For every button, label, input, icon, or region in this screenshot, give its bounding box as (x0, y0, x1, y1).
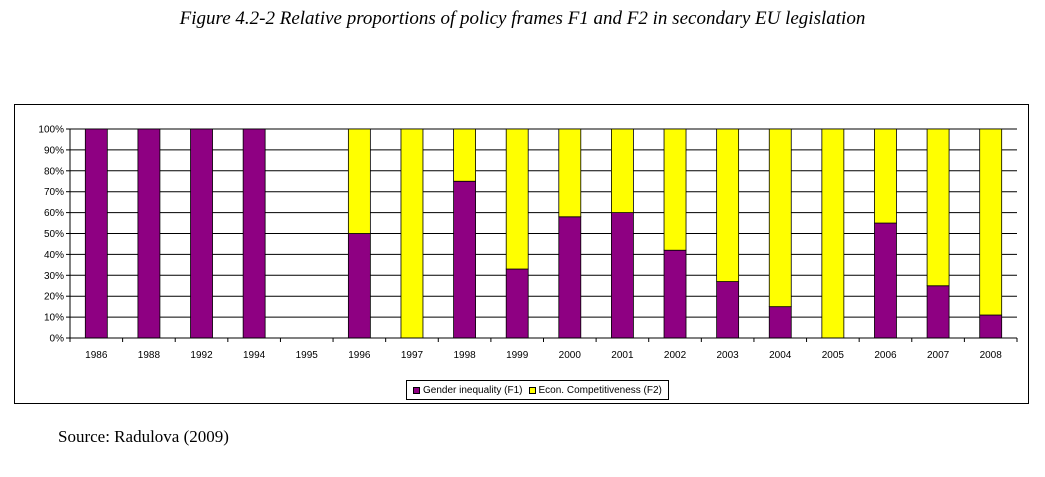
y-tick-label: 60% (44, 208, 64, 219)
bar-f1-1999 (505, 268, 529, 339)
bar-f2-2000 (558, 128, 582, 218)
bar-f1-1988 (137, 128, 161, 339)
bar-f2-2006 (874, 128, 897, 224)
x-tick-label: 2002 (664, 350, 687, 361)
bar-f1-1986 (84, 128, 108, 339)
bar-f2-2004 (768, 128, 792, 308)
bar-f2-2005 (821, 128, 845, 339)
legend-swatch-f1 (413, 386, 420, 394)
legend-item-f2: Econ. Competitiveness (F2) (528, 384, 662, 396)
bar-f1-2000 (558, 216, 582, 339)
y-tick-label: 0% (50, 334, 65, 345)
x-tick-label: 1994 (243, 350, 266, 361)
y-tick-label: 10% (44, 313, 64, 324)
bar-f2-2007 (926, 128, 950, 287)
y-tick-label: 80% (44, 166, 64, 177)
bar-f2-1999 (505, 128, 529, 270)
x-tick-label: 2005 (822, 350, 845, 361)
y-tick-label: 20% (44, 292, 64, 303)
chart-frame: 0% 10% 20% 30% 40% 50% 60% 70% 80% 90% 100% 1986 198… (14, 104, 1029, 404)
bar-f2-1998 (453, 128, 476, 182)
x-tick-label: 2003 (717, 350, 740, 361)
y-tick-label: 70% (44, 187, 64, 198)
y-tick-label: 40% (44, 250, 64, 261)
x-tick-label: 1997 (401, 350, 424, 361)
x-tick-label: 2000 (559, 350, 582, 361)
bar-f1-1992 (190, 128, 213, 339)
bar-f1-2007 (926, 285, 950, 339)
bar-f2-2008 (979, 128, 1003, 316)
bar-f1-1998 (453, 180, 476, 339)
legend-swatch-f2 (528, 386, 536, 394)
source-note: Source: Radulova (2009) (58, 427, 229, 446)
x-tick-label: 1998 (453, 350, 476, 361)
chart-legend: Gender inequality (F1) Econ. Competitive… (406, 380, 669, 400)
bar-f1-2002 (663, 249, 687, 339)
bar-f1-2003 (716, 281, 740, 339)
legend-item-f1: Gender inequality (F1) (413, 385, 523, 396)
x-tick-label: 2007 (927, 350, 950, 361)
figure-title: Figure 4.2-2 Relative proportions of pol… (179, 8, 866, 29)
bar-f1-2008 (979, 314, 1003, 339)
x-tick-label: 1996 (348, 350, 371, 361)
bar-f1-1994 (242, 128, 266, 339)
x-tick-label: 1986 (85, 350, 108, 361)
legend-label-f1: Gender inequality (F1) (423, 384, 523, 396)
x-tick-label: 1999 (506, 350, 529, 361)
y-tick-label: 30% (44, 271, 64, 282)
x-tick-label: 1992 (190, 350, 213, 361)
x-tick-label: 1988 (138, 350, 161, 361)
bar-f1-2004 (768, 306, 792, 339)
legend-label-f2: Econ. Competitiveness (F2) (538, 384, 662, 396)
bar-f1-2001 (611, 212, 634, 339)
bar-f1-2006 (874, 222, 897, 339)
x-tick-label: 2004 (769, 350, 792, 361)
bar-f1-1996 (347, 233, 371, 339)
bar-f2-1996 (347, 128, 371, 234)
y-tick-label: 50% (44, 229, 64, 240)
bar-f2-1997 (400, 128, 424, 339)
x-tick-label: 2008 (980, 350, 1003, 361)
y-tick-label: 90% (44, 145, 64, 156)
y-tick-label: 100% (38, 125, 64, 136)
bar-f2-2002 (663, 128, 687, 251)
x-tick-label: 1995 (296, 350, 319, 361)
bar-f2-2003 (716, 128, 740, 282)
stacked-bar-chart: 0% 10% 20% 30% 40% 50% 60% 70% 80% 90% 100% 1986 198… (38, 125, 1018, 361)
bar-f2-2001 (611, 128, 634, 213)
x-tick-label: 2006 (874, 350, 897, 361)
x-tick-label: 2001 (611, 350, 634, 361)
